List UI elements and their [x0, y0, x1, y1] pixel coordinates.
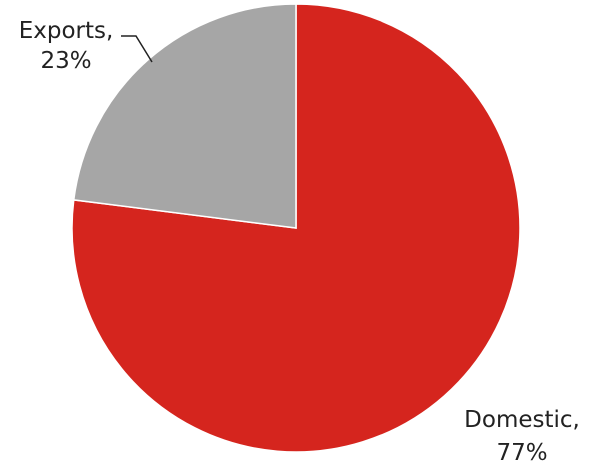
pie-slice-exports — [72, 3, 297, 229]
exports-leader-line — [121, 35, 153, 63]
exports-label-percent: 23% — [40, 48, 91, 74]
pie-slices — [71, 3, 521, 453]
exports-label: Exports, 23% — [19, 18, 114, 74]
domestic-label-name: Domestic, — [464, 407, 580, 433]
exports-label-name: Exports, — [19, 18, 114, 44]
domestic-label: Domestic, 77% — [464, 407, 580, 466]
domestic-label-percent: 77% — [496, 440, 547, 466]
